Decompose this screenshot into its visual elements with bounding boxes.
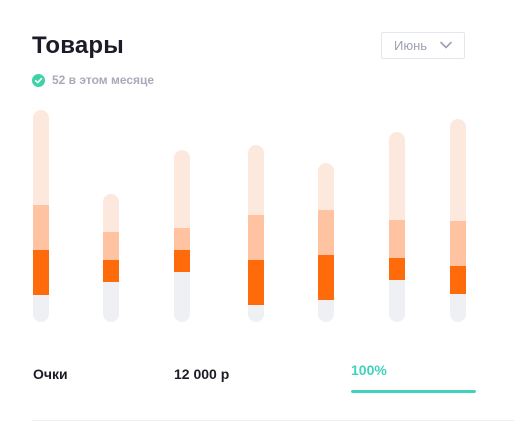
bar-2-dark-segment <box>103 260 119 282</box>
bar-1-medium-segment <box>33 205 49 250</box>
bar-6-light-segment <box>389 132 405 220</box>
bar-2 <box>103 194 119 322</box>
bar-4 <box>248 145 264 322</box>
bar-2-light-segment <box>103 194 119 232</box>
bar-3 <box>174 150 190 322</box>
progress-bar <box>351 390 476 393</box>
bar-7 <box>450 119 466 322</box>
bar-5-medium-segment <box>318 210 334 255</box>
bar-1-empty-segment <box>33 295 49 322</box>
bar-6-medium-segment <box>389 220 405 258</box>
bar-6 <box>389 132 405 322</box>
chevron-down-icon <box>440 41 452 49</box>
month-select-value: Июнь <box>394 38 428 53</box>
check-circle-icon <box>32 73 45 87</box>
bar-5 <box>318 163 334 322</box>
monthly-stat-text: 52 в этом месяце <box>52 73 155 87</box>
bar-2-empty-segment <box>103 282 119 322</box>
progress-fill <box>351 390 476 393</box>
bar-4-empty-segment <box>248 305 264 322</box>
bar-3-medium-segment <box>174 228 190 250</box>
bar-2-medium-segment <box>103 232 119 260</box>
bar-5-light-segment <box>318 163 334 210</box>
bar-4-light-segment <box>248 145 264 215</box>
percent-label: 100% <box>351 362 387 378</box>
bar-5-dark-segment <box>318 255 334 300</box>
month-select[interactable]: Июнь <box>381 32 465 59</box>
bar-1-dark-segment <box>33 250 49 295</box>
bar-3-empty-segment <box>174 272 190 322</box>
bar-7-light-segment <box>450 119 466 221</box>
price-label: 12 000 р <box>174 366 230 382</box>
bar-3-light-segment <box>174 150 190 228</box>
bar-7-empty-segment <box>450 294 466 322</box>
bar-7-medium-segment <box>450 221 466 266</box>
bar-1-light-segment <box>33 110 49 205</box>
bar-6-empty-segment <box>389 280 405 322</box>
points-label: Очки <box>33 366 68 382</box>
divider <box>32 420 514 421</box>
monthly-stat: 52 в этом месяце <box>32 73 154 87</box>
bar-3-dark-segment <box>174 250 190 272</box>
bar-4-medium-segment <box>248 215 264 260</box>
card-title: Товары <box>32 32 124 59</box>
bar-4-dark-segment <box>248 260 264 305</box>
bar-7-dark-segment <box>450 266 466 294</box>
bar-6-dark-segment <box>389 258 405 280</box>
bar-1 <box>33 110 49 322</box>
bar-5-empty-segment <box>318 300 334 322</box>
